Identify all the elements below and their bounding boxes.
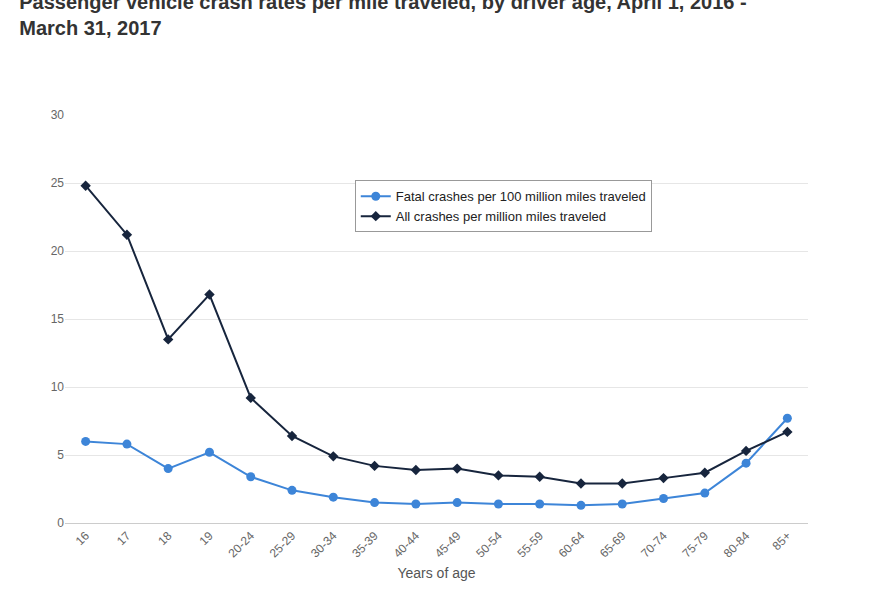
svg-text:10: 10 [51, 380, 65, 394]
svg-text:40-44: 40-44 [391, 529, 423, 561]
svg-text:Fatal crashes per 100 million: Fatal crashes per 100 million miles trav… [396, 189, 646, 204]
svg-text:5: 5 [57, 448, 64, 462]
svg-text:19: 19 [196, 529, 216, 549]
svg-text:20: 20 [51, 244, 65, 258]
svg-text:15: 15 [51, 312, 65, 326]
svg-text:Passenger vehicle crash rates: Passenger vehicle crash rates per mile t… [19, 0, 746, 39]
svg-text:55-59: 55-59 [514, 529, 546, 561]
svg-text:85+: 85+ [769, 529, 793, 553]
svg-text:17: 17 [114, 529, 134, 549]
svg-text:35-39: 35-39 [349, 529, 381, 561]
svg-text:60-64: 60-64 [556, 529, 588, 561]
svg-text:20-24: 20-24 [226, 529, 258, 561]
svg-text:Years of age: Years of age [397, 565, 475, 581]
svg-text:0: 0 [57, 516, 64, 530]
svg-text:80-84: 80-84 [721, 529, 753, 561]
svg-text:18: 18 [155, 529, 175, 549]
svg-text:65-69: 65-69 [597, 529, 629, 561]
svg-text:16: 16 [73, 529, 93, 549]
svg-text:75-79: 75-79 [680, 529, 712, 561]
svg-text:70-74: 70-74 [638, 529, 670, 561]
svg-text:25: 25 [51, 176, 65, 190]
svg-text:30: 30 [51, 108, 65, 122]
svg-text:30-34: 30-34 [308, 529, 340, 561]
svg-text:All crashes per million miles: All crashes per million miles traveled [396, 209, 606, 224]
svg-text:25-29: 25-29 [267, 529, 299, 561]
svg-text:50-54: 50-54 [473, 529, 505, 561]
svg-text:45-49: 45-49 [432, 529, 464, 561]
